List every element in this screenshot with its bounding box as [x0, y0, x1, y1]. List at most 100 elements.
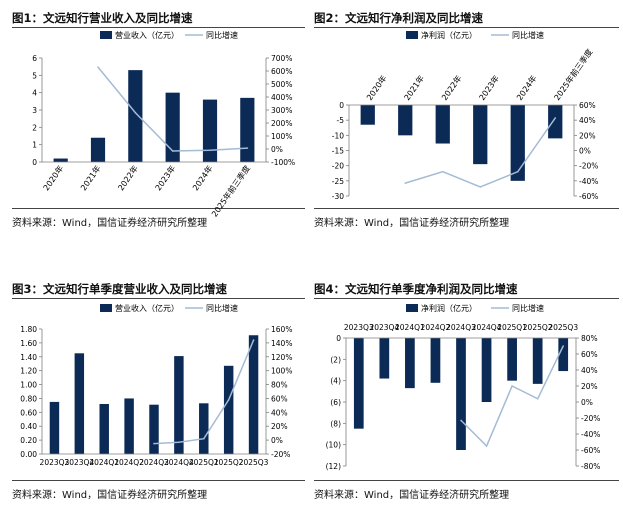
right-tick-label: 20%	[271, 422, 288, 431]
right-tick-label: 0%	[579, 147, 591, 156]
right-tick-label: 20%	[579, 131, 596, 140]
growth-point	[202, 437, 205, 440]
left-tick-label: (12)	[326, 462, 341, 471]
bar	[398, 105, 413, 136]
right-tick-label: 60%	[581, 350, 598, 359]
bar	[174, 356, 184, 454]
left-tick-label: 4	[32, 89, 37, 98]
category-label: 2023Q3	[40, 458, 70, 467]
bar	[202, 99, 218, 162]
title-rule	[314, 27, 619, 28]
left-tick-label: -15	[332, 147, 344, 156]
right-tick-label: 0%	[271, 436, 283, 445]
legend-bar-swatch	[406, 304, 418, 312]
bar	[74, 353, 85, 454]
left-tick-label: 0.60	[20, 408, 37, 417]
left-tick-label: 2	[32, 123, 37, 132]
source-rule	[12, 480, 305, 481]
right-tick-label: -80%	[581, 462, 600, 471]
bar	[49, 401, 60, 454]
bar	[430, 338, 441, 383]
left-tick-label: (2)	[330, 355, 341, 364]
left-tick-label: 0	[336, 334, 341, 343]
right-tick-label: 100%	[271, 132, 292, 141]
bar	[456, 338, 466, 450]
left-tick-label: 3	[32, 106, 37, 115]
category-label: 2025年前三季度	[552, 47, 595, 102]
bar	[353, 338, 364, 429]
left-tick-label: 1.00	[20, 381, 37, 390]
growth-point	[171, 150, 174, 152]
growth-point	[97, 66, 99, 68]
source-rule	[314, 480, 619, 481]
category-label: 2024Q1	[395, 323, 425, 332]
source-note: 资料来源：Wind，国信证券经济研究所整理	[12, 218, 208, 229]
bar	[248, 335, 259, 454]
growth-point	[441, 170, 444, 173]
right-tick-label: 600%	[271, 67, 292, 76]
category-label: 2024Q4	[164, 458, 194, 467]
bar	[435, 105, 450, 144]
right-tick-label: 60%	[579, 101, 596, 110]
category-label: 2025Q1	[497, 323, 527, 332]
source-note: 资料来源：Wind，国信证券经济研究所整理	[314, 218, 510, 229]
right-tick-label: 80%	[271, 381, 288, 390]
bar	[99, 404, 109, 454]
source-note: 资料来源：Wind，国信证券经济研究所整理	[314, 490, 510, 501]
right-tick-label: 60%	[271, 394, 288, 403]
right-tick-label: -100%	[271, 158, 295, 167]
bar	[558, 338, 569, 372]
left-tick-label: -5	[337, 116, 345, 125]
bar	[53, 158, 68, 162]
legend-bar-label: 净利润（亿元）	[421, 303, 477, 313]
right-tick-label: 140%	[271, 339, 292, 348]
title-rule	[12, 298, 305, 299]
right-tick-label: 500%	[271, 80, 292, 89]
right-tick-label: 100%	[271, 367, 292, 376]
bar	[149, 404, 159, 454]
category-label: 2023年	[153, 163, 177, 192]
right-tick-label: 700%	[271, 54, 292, 63]
right-tick-label: 160%	[271, 325, 292, 334]
category-label: 2024Q3	[139, 458, 169, 467]
growth-point	[479, 186, 482, 188]
source-rule	[314, 208, 619, 209]
right-tick-label: -20%	[271, 450, 290, 459]
chart-title: 图3：文远知行单季度营业收入及同比增速	[12, 282, 227, 296]
bar	[360, 105, 375, 125]
legend-line-label: 同比增速	[206, 303, 238, 313]
growth-point	[227, 399, 230, 401]
category-label: 2020年	[364, 73, 388, 102]
bar	[548, 105, 563, 139]
left-tick-label: 1.80	[20, 325, 37, 334]
right-tick-label: 0%	[271, 145, 283, 154]
right-tick-label: -60%	[581, 446, 600, 455]
chart-title: 图2：文远知行净利润及同比增速	[314, 11, 483, 25]
growth-point	[246, 147, 249, 149]
left-tick-label: -10	[332, 131, 344, 140]
category-label: 2025Q3	[239, 458, 269, 467]
category-label: 2024Q3	[446, 323, 476, 332]
right-tick-label: -40%	[579, 177, 598, 186]
left-tick-label: 0.20	[20, 436, 37, 445]
category-label: 2022年	[439, 73, 463, 102]
chart-4-plot: 净利润（亿元） 同比增速 0 (2) (4) (6) (8) (10) (12) 80% 60% 40…	[326, 303, 601, 471]
legend-bar-swatch	[406, 31, 418, 39]
legend-bar-swatch	[100, 31, 112, 39]
bar	[124, 398, 134, 454]
bar	[199, 403, 209, 454]
category-label: 2025Q2	[214, 458, 244, 467]
category-label: 2024Q4	[472, 323, 502, 332]
right-tick-label: -20%	[579, 162, 598, 171]
growth-point	[516, 170, 519, 173]
left-tick-label: 0.40	[20, 422, 37, 431]
growth-point	[460, 419, 462, 422]
title-rule	[314, 298, 619, 299]
right-tick-label: 0%	[581, 398, 593, 407]
source-note: 资料来源：Wind，国信证券经济研究所整理	[12, 490, 208, 501]
left-tick-label: (4)	[330, 377, 341, 386]
chart-1-plot: 营业收入（亿元） 同比增速 0 1 2 3 4 5 6 -100% 0% 100% 200% 300% 40…	[32, 30, 295, 219]
chart-panel-4: 图4：文远知行单季度净利润及同比增速 资料来源：Wind，国信证券经济研究所整理	[314, 281, 620, 505]
bar	[481, 338, 492, 402]
legend-bar-label: 净利润（亿元）	[421, 30, 477, 40]
